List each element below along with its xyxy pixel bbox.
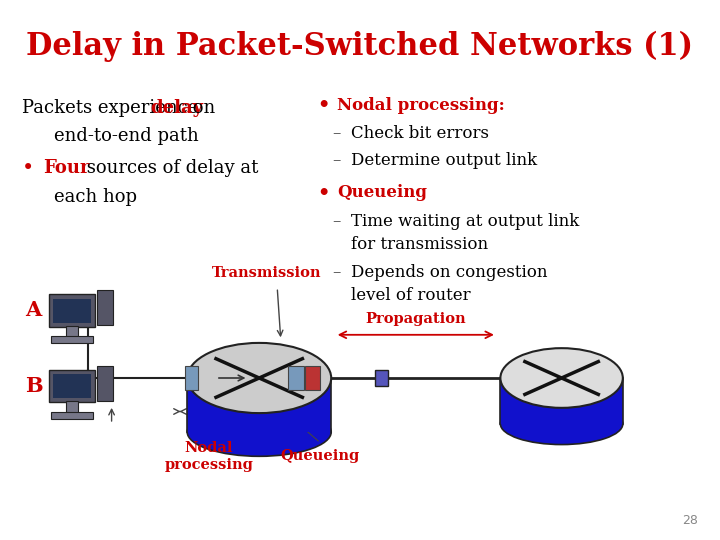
Text: Transmission: Transmission	[212, 266, 321, 280]
Text: Time waiting at output link: Time waiting at output link	[351, 213, 580, 230]
Bar	[53, 299, 91, 323]
Bar	[185, 366, 198, 390]
Text: –: –	[333, 213, 341, 230]
Text: Delay in Packet-Switched Networks (1): Delay in Packet-Switched Networks (1)	[27, 30, 693, 62]
Bar	[66, 326, 78, 339]
Text: Nodal processing:: Nodal processing:	[337, 97, 505, 114]
Bar	[53, 374, 91, 399]
Text: •: •	[317, 96, 329, 114]
Bar	[376, 370, 388, 386]
Text: –: –	[333, 125, 341, 143]
Text: Queueing: Queueing	[337, 184, 427, 201]
Text: each hop: each hop	[54, 187, 137, 206]
Text: A: A	[25, 300, 42, 321]
Text: for transmission: for transmission	[351, 235, 488, 253]
Bar	[96, 366, 112, 401]
Ellipse shape	[500, 403, 623, 444]
Text: Four: Four	[43, 159, 90, 178]
Ellipse shape	[500, 348, 623, 408]
Text: sources of delay at: sources of delay at	[81, 159, 258, 178]
Text: on: on	[187, 99, 215, 117]
Text: •: •	[317, 184, 329, 202]
Text: B: B	[25, 376, 42, 396]
FancyBboxPatch shape	[49, 294, 95, 327]
Text: Nodal
processing: Nodal processing	[164, 441, 253, 472]
Bar	[500, 378, 623, 424]
Text: Propagation: Propagation	[366, 312, 466, 326]
Ellipse shape	[187, 408, 331, 456]
Text: –: –	[333, 152, 341, 169]
Bar	[96, 290, 112, 325]
Text: delay: delay	[150, 99, 203, 117]
Text: Depends on congestion: Depends on congestion	[351, 264, 548, 281]
Bar	[288, 366, 304, 390]
Bar	[51, 336, 93, 343]
Text: •: •	[22, 159, 34, 178]
Text: 28: 28	[683, 514, 698, 526]
Text: end-to-end path: end-to-end path	[54, 127, 199, 145]
Text: Determine output link: Determine output link	[351, 152, 538, 169]
Text: –: –	[333, 264, 341, 281]
Text: Packets experience: Packets experience	[22, 99, 204, 117]
Bar	[305, 366, 320, 390]
FancyBboxPatch shape	[49, 370, 95, 402]
Ellipse shape	[187, 343, 331, 413]
Bar	[51, 412, 93, 418]
Bar	[66, 401, 78, 414]
Text: Check bit errors: Check bit errors	[351, 125, 490, 143]
Text: level of router: level of router	[351, 287, 471, 304]
Text: Queueing: Queueing	[281, 449, 360, 463]
Bar	[187, 378, 331, 432]
